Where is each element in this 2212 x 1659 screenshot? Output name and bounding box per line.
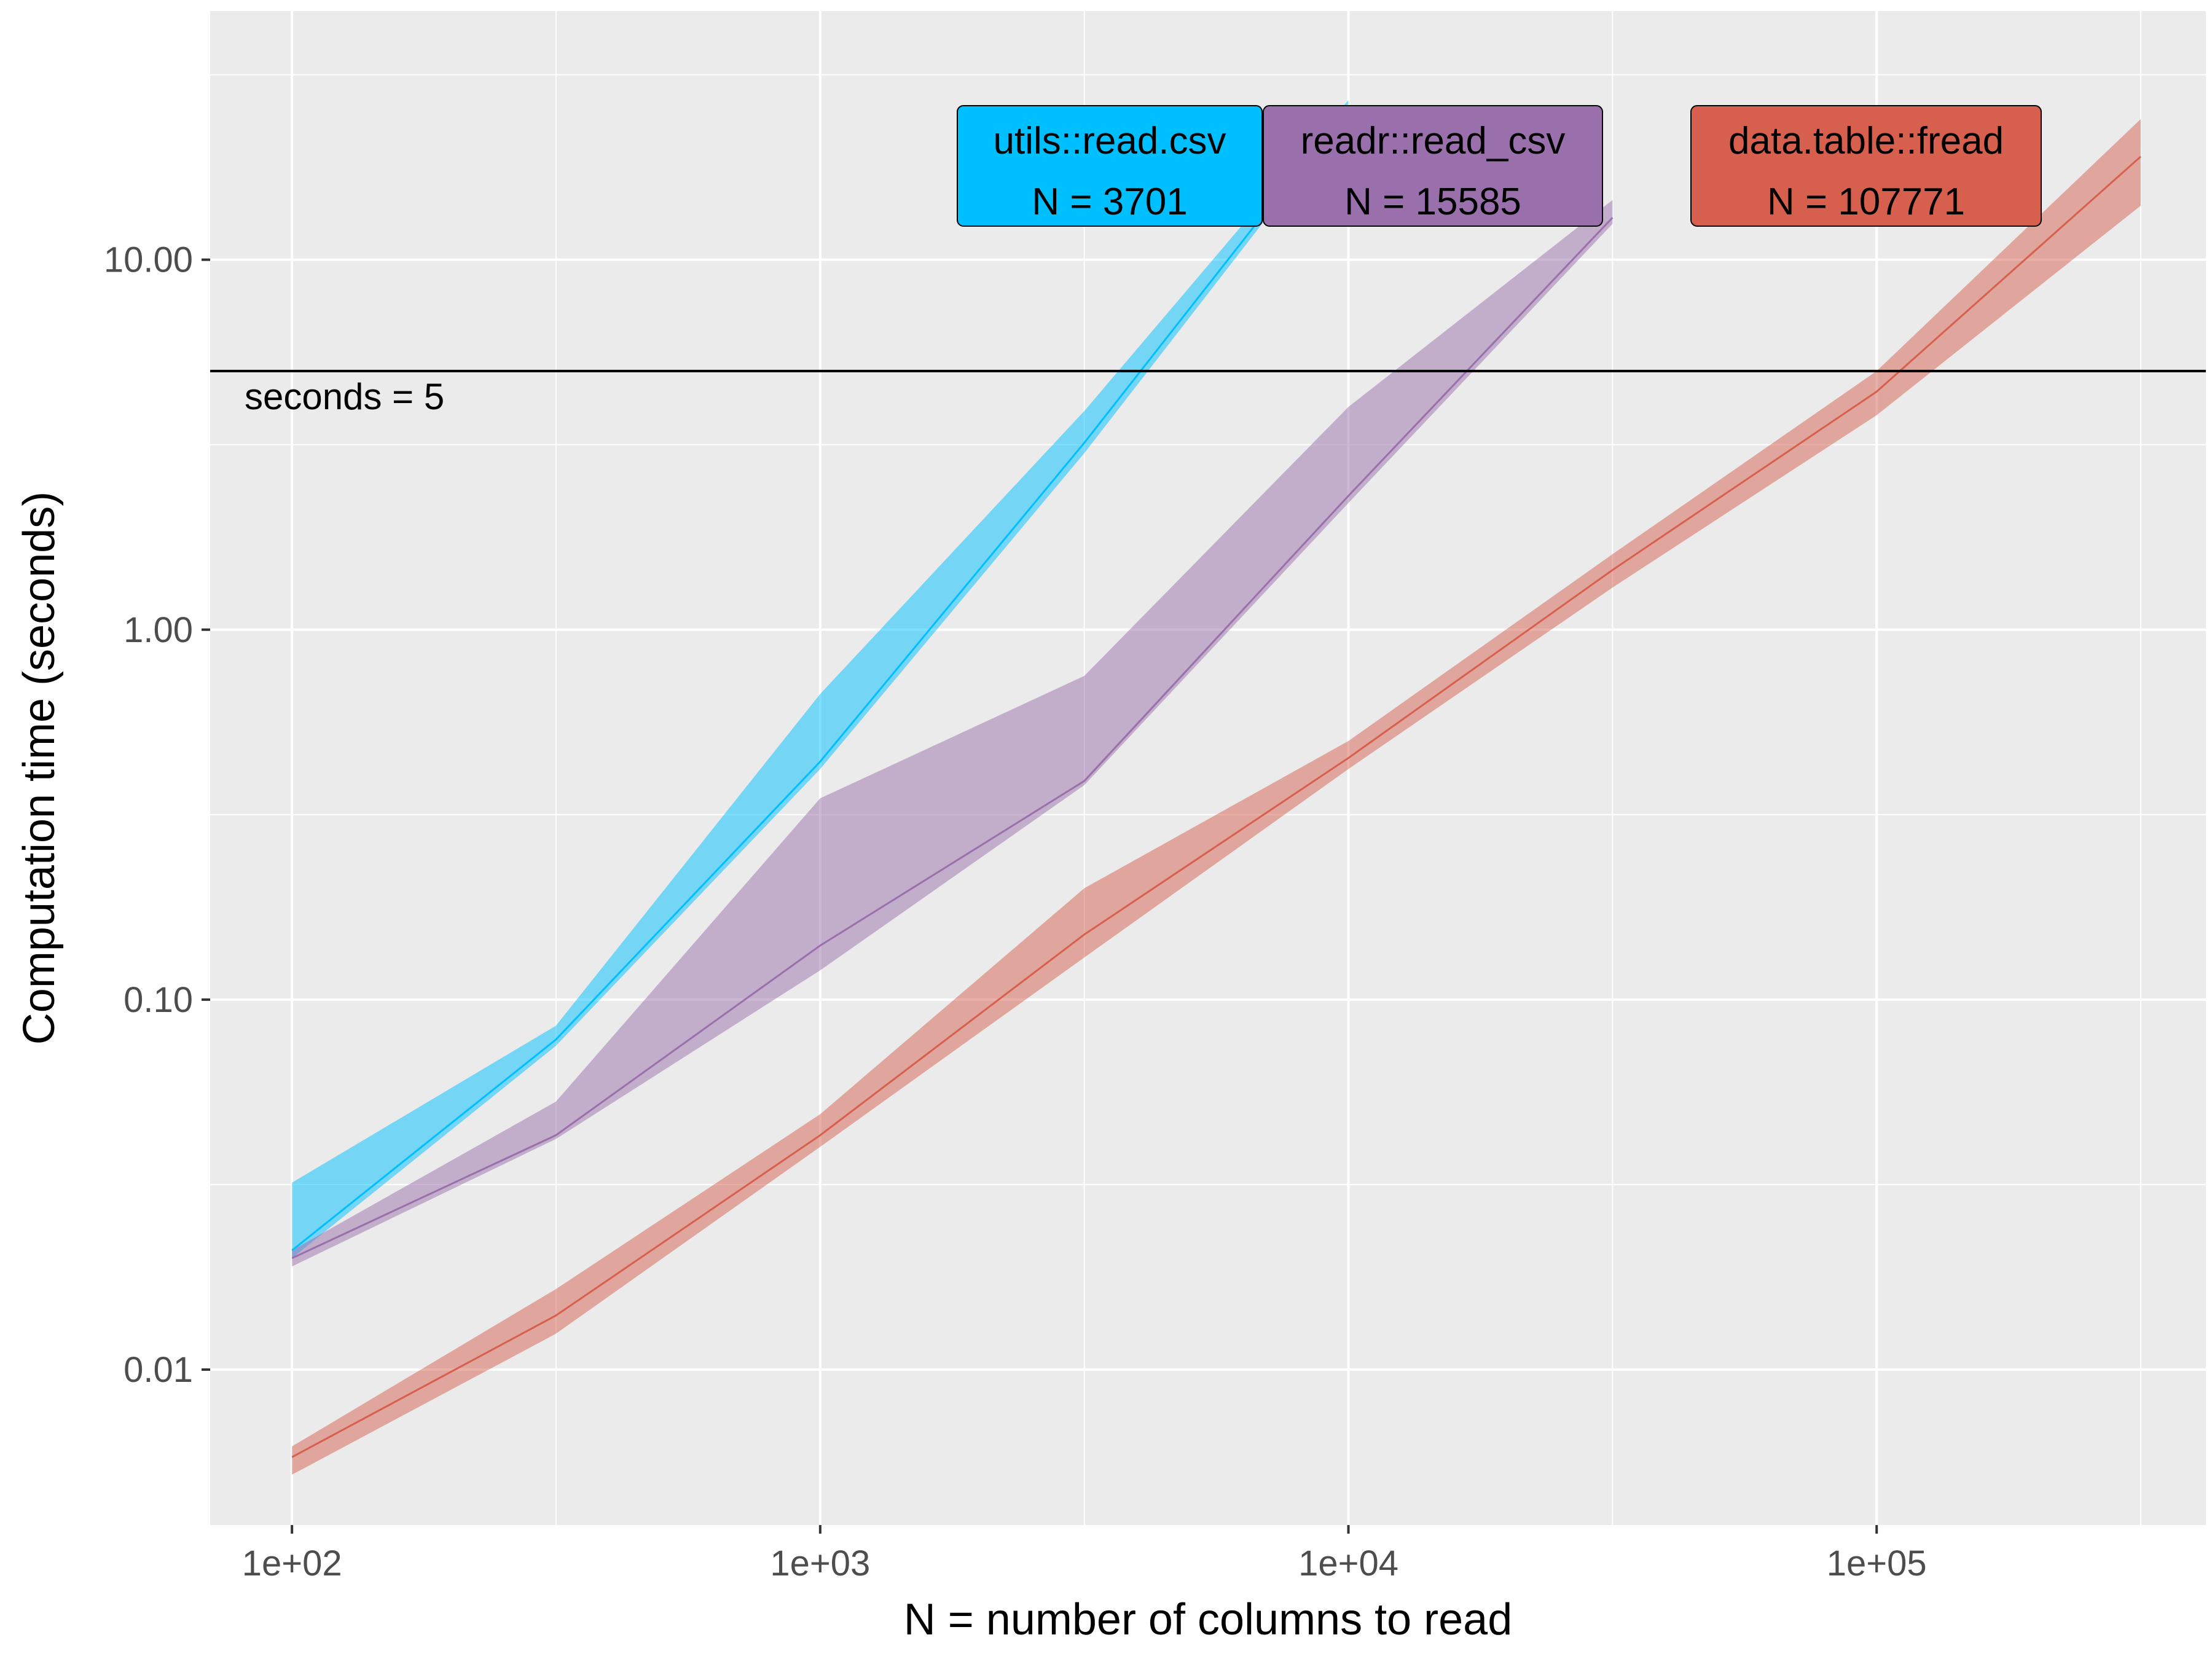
plot-panel (210, 11, 2206, 1525)
y-tick-label: 1.00 (124, 610, 193, 650)
x-tick-label: 1e+02 (242, 1543, 342, 1583)
y-axis-title: Computation time (seconds) (15, 492, 64, 1045)
y-tick-label: 0.01 (124, 1350, 193, 1390)
x-axis-title: N = number of columns to read (904, 1595, 1513, 1644)
series-label-text: N = 107771 (1767, 181, 1965, 223)
axis-ticks (202, 258, 1878, 1534)
series-label-text: N = 15585 (1344, 181, 1521, 223)
minor-gridlines (210, 11, 2206, 1525)
series-label-text: utils::read.csv (993, 120, 1226, 162)
major-gridlines (210, 11, 2206, 1525)
series-label-text: data.table::fread (1728, 120, 2004, 162)
series-label-box (1690, 105, 2042, 227)
band-0 (292, 100, 1349, 1258)
series-label-box (957, 105, 1263, 227)
y-tick-label: 10.00 (104, 240, 193, 280)
series-label-text: N = 3701 (1032, 181, 1187, 223)
series-label-text: readr::read_csv (1301, 120, 1566, 162)
x-tick-label: 1e+04 (1298, 1543, 1398, 1583)
y-tick-label: 0.10 (124, 980, 193, 1020)
median-line-2 (291, 155, 2141, 1458)
series-label-box (1263, 105, 1603, 227)
band-1 (292, 200, 1613, 1267)
x-tick-label: 1e+05 (1827, 1543, 1927, 1583)
median-line-0 (291, 105, 1349, 1252)
series-lines (291, 105, 2141, 1458)
tick-labels: 1e+02 1e+03 1e+04 1e+05 0.01 0.10 1.00 10.00 (104, 240, 1927, 1583)
series-bands (292, 100, 2141, 1475)
x-tick-label: 1e+03 (770, 1543, 870, 1583)
band-2 (292, 119, 2141, 1475)
median-line-1 (291, 217, 1614, 1260)
reference-line-label: seconds = 5 (245, 376, 444, 417)
